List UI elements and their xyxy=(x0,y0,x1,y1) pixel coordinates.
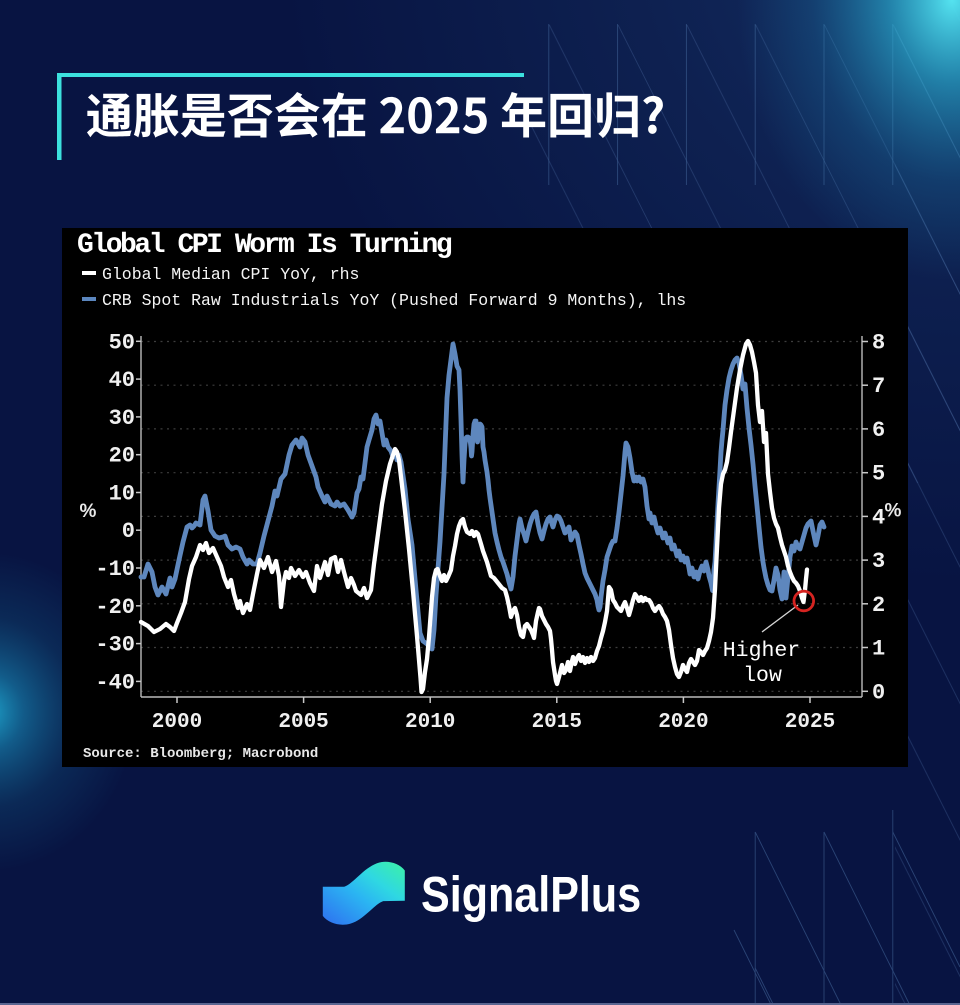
svg-text:2000: 2000 xyxy=(152,711,202,734)
svg-text:4: 4 xyxy=(872,505,885,530)
svg-text:%: % xyxy=(885,501,902,522)
svg-text:-30: -30 xyxy=(95,633,135,658)
svg-text:6: 6 xyxy=(872,418,885,443)
svg-text:8: 8 xyxy=(872,331,885,356)
svg-text:2015: 2015 xyxy=(532,711,582,734)
svg-text:Source: Bloomberg; Macrobond: Source: Bloomberg; Macrobond xyxy=(83,746,318,762)
svg-text:%: % xyxy=(80,501,97,522)
svg-text:2025: 2025 xyxy=(785,711,835,734)
svg-text:-20: -20 xyxy=(95,595,135,620)
svg-text:-40: -40 xyxy=(95,670,135,695)
svg-text:1: 1 xyxy=(872,637,885,662)
svg-text:CRB Spot Raw Industrials YoY (: CRB Spot Raw Industrials YoY (Pushed For… xyxy=(102,291,686,310)
svg-text:40: 40 xyxy=(109,368,135,393)
svg-text:2020: 2020 xyxy=(658,711,708,734)
svg-text:50: 50 xyxy=(109,330,135,355)
svg-text:low: low xyxy=(743,664,782,688)
svg-text:Higher: Higher xyxy=(723,639,800,663)
svg-text:0: 0 xyxy=(122,519,135,544)
svg-text:0: 0 xyxy=(872,680,885,705)
svg-text:20: 20 xyxy=(109,444,135,469)
svg-text:Global CPI Worm Is Turning: Global CPI Worm Is Turning xyxy=(77,230,452,261)
svg-text:-10: -10 xyxy=(95,557,135,582)
svg-text:SignalPlus: SignalPlus xyxy=(421,866,641,922)
svg-text:30: 30 xyxy=(109,406,135,431)
svg-text:2005: 2005 xyxy=(278,711,328,734)
svg-text:Global Median CPI YoY, rhs: Global Median CPI YoY, rhs xyxy=(102,265,359,284)
svg-text:3: 3 xyxy=(872,549,885,574)
svg-text:2: 2 xyxy=(872,593,885,618)
svg-text:2010: 2010 xyxy=(405,711,455,734)
svg-text:10: 10 xyxy=(109,482,135,507)
svg-text:7: 7 xyxy=(872,374,885,399)
svg-text:5: 5 xyxy=(872,462,885,487)
